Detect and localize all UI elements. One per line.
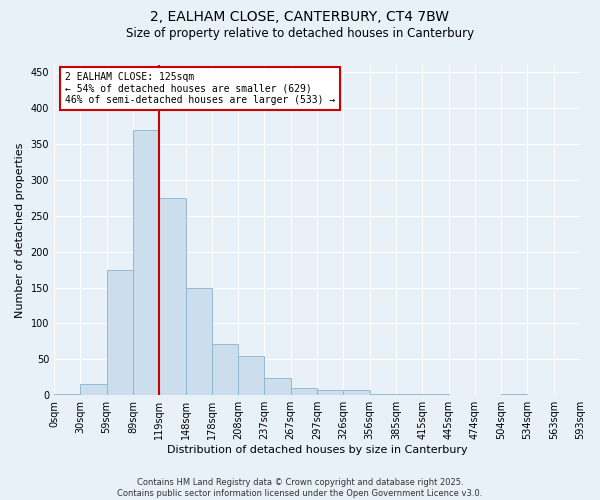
Bar <box>54 394 80 395</box>
Bar <box>317 390 343 395</box>
Bar <box>80 384 107 395</box>
Bar <box>422 394 449 395</box>
Bar <box>343 390 370 395</box>
Bar <box>107 270 133 395</box>
Bar <box>501 394 527 395</box>
Bar <box>370 394 396 395</box>
Text: Size of property relative to detached houses in Canterbury: Size of property relative to detached ho… <box>126 28 474 40</box>
X-axis label: Distribution of detached houses by size in Canterbury: Distribution of detached houses by size … <box>167 445 467 455</box>
Bar <box>396 394 422 395</box>
Bar <box>238 356 265 395</box>
Bar <box>159 198 185 395</box>
Bar <box>265 378 291 395</box>
Bar <box>212 344 238 395</box>
Text: 2, EALHAM CLOSE, CANTERBURY, CT4 7BW: 2, EALHAM CLOSE, CANTERBURY, CT4 7BW <box>151 10 449 24</box>
Bar <box>185 288 212 395</box>
Bar <box>133 130 159 395</box>
Text: 2 EALHAM CLOSE: 125sqm
← 54% of detached houses are smaller (629)
46% of semi-de: 2 EALHAM CLOSE: 125sqm ← 54% of detached… <box>65 72 335 105</box>
Text: Contains HM Land Registry data © Crown copyright and database right 2025.
Contai: Contains HM Land Registry data © Crown c… <box>118 478 482 498</box>
Bar <box>291 388 317 395</box>
Y-axis label: Number of detached properties: Number of detached properties <box>15 142 25 318</box>
